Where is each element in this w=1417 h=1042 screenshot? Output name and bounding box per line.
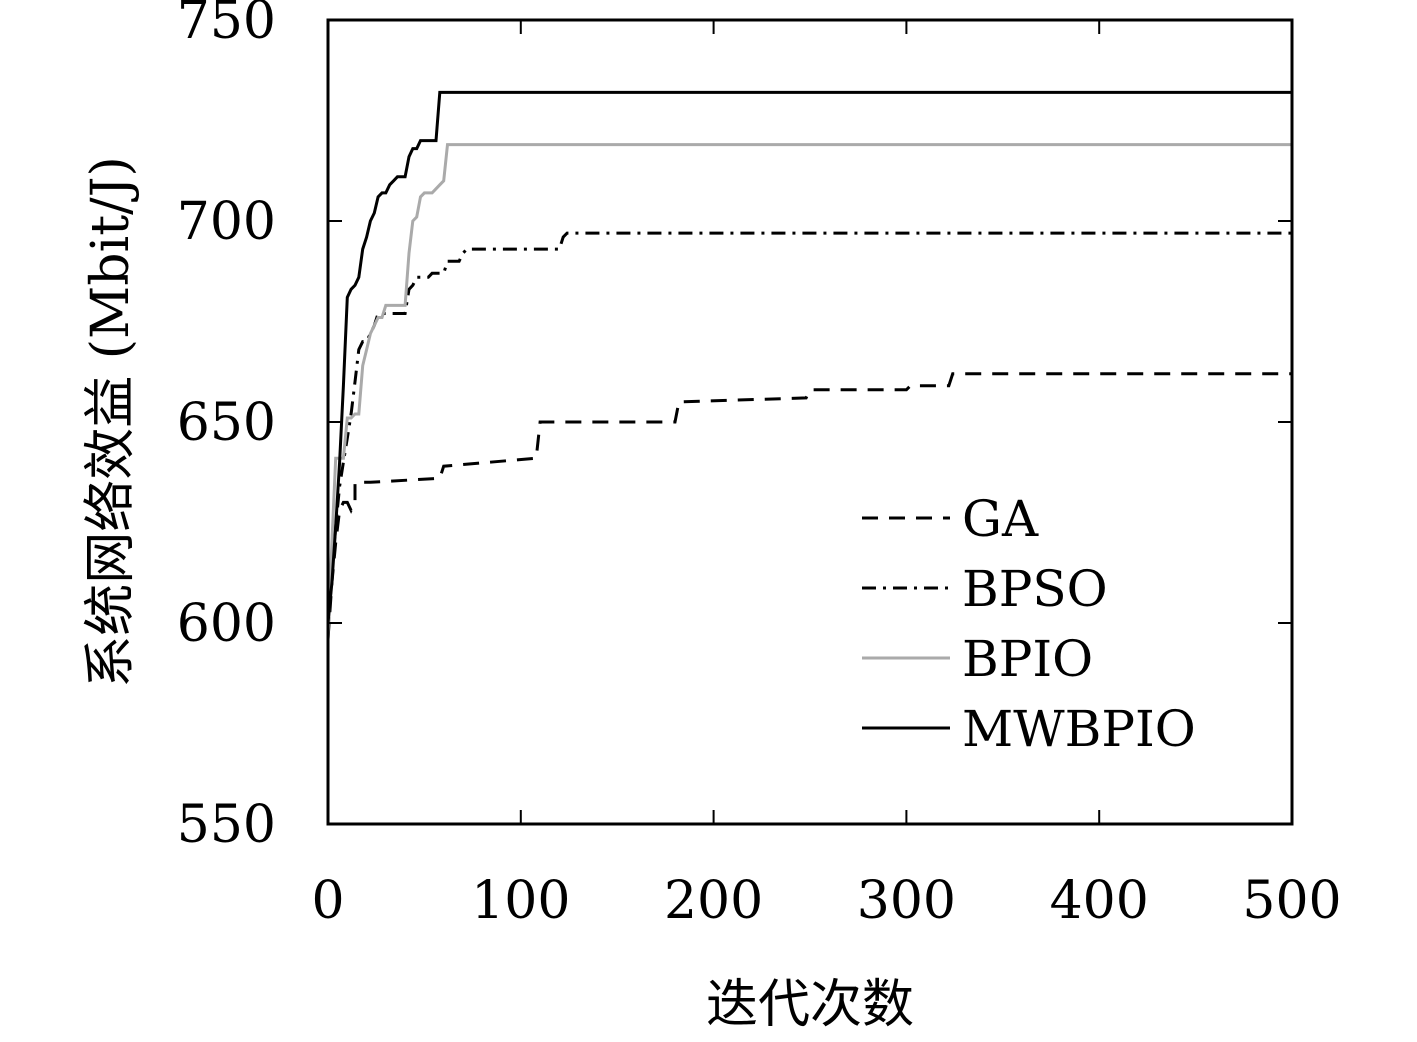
x-tick-label: 0 [311, 871, 344, 931]
legend-item-bpso: BPSO [862, 560, 1108, 618]
legend-item-bpio: BPIO [862, 630, 1093, 688]
y-tick-label: 550 [177, 795, 276, 855]
x-tick-label: 400 [1050, 871, 1149, 931]
series-line-ga [326, 372, 1292, 640]
series-line-mwbpio [326, 90, 1292, 624]
y-axis-tick-labels: 550 600 650 700 750 [177, 0, 276, 855]
legend-label: MWBPIO [962, 700, 1196, 758]
legend-label: BPSO [962, 560, 1108, 618]
x-axis-tick-labels: 0 100 200 300 400 500 [311, 871, 1341, 931]
y-tick-label: 750 [177, 0, 276, 51]
x-tick-label: 300 [857, 871, 956, 931]
x-tick-label: 500 [1242, 871, 1341, 931]
x-tick-label: 100 [471, 871, 570, 931]
legend-label: BPIO [962, 630, 1093, 688]
y-tick-label: 700 [177, 192, 276, 252]
legend: GA BPSO BPIO MWBPIO [862, 490, 1196, 758]
y-tick-label: 600 [177, 594, 276, 654]
y-tick-label: 650 [177, 393, 276, 453]
axis-ticks [327, 19, 1293, 825]
y-axis-title: 系统网络效益 (Mbit/J) [81, 156, 141, 688]
series-line-bpio [326, 143, 1292, 640]
x-tick-label: 200 [664, 871, 763, 931]
x-axis-title: 迭代次数 [706, 975, 914, 1035]
legend-item-ga: GA [862, 490, 1039, 548]
legend-item-mwbpio: MWBPIO [862, 700, 1196, 758]
series-line-bpso [326, 231, 1292, 632]
series-lines [326, 90, 1292, 640]
legend-label: GA [962, 490, 1039, 548]
